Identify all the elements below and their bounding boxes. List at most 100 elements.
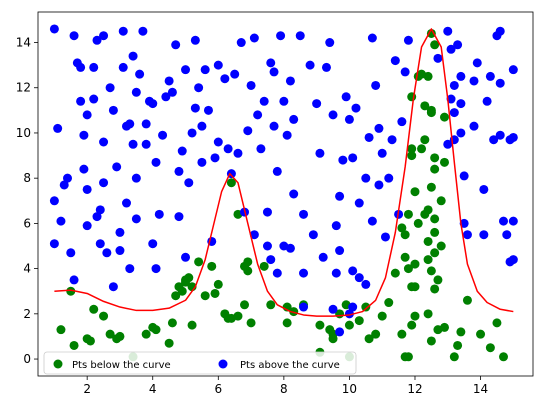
point-above-curve-115 [318, 252, 328, 262]
point-below-curve-113 [410, 282, 420, 292]
point-below-curve-33 [246, 318, 256, 328]
point-above-curve-164 [472, 58, 482, 68]
point-above-curve-9 [69, 31, 79, 41]
point-below-curve-56 [410, 187, 420, 197]
point-above-curve-182 [456, 128, 466, 138]
point-above-curve-138 [374, 180, 384, 190]
point-below-curve-91 [439, 157, 449, 167]
point-below-curve-57 [417, 144, 427, 154]
point-below-curve-52 [397, 223, 407, 233]
point-below-curve-4 [85, 336, 95, 346]
point-above-curve-178 [508, 132, 518, 142]
point-below-curve-1 [66, 286, 76, 296]
point-above-curve-151 [344, 309, 354, 319]
point-below-curve-98 [430, 284, 440, 294]
point-above-curve-129 [351, 103, 361, 113]
point-below-curve-60 [430, 153, 440, 163]
point-below-curve-97 [426, 266, 436, 276]
point-above-curve-105 [285, 76, 295, 86]
point-above-curve-45 [135, 69, 145, 79]
point-below-curve-45 [354, 316, 364, 326]
point-above-curve-56 [161, 92, 171, 102]
x-tick-label-4: 4 [149, 382, 157, 396]
point-above-curve-174 [499, 216, 508, 226]
point-above-curve-57 [164, 76, 174, 86]
point-below-curve-37 [289, 307, 299, 317]
point-above-curve-26 [99, 178, 109, 188]
point-above-curve-172 [495, 78, 505, 88]
point-above-curve-104 [285, 243, 295, 253]
point-above-curve-23 [95, 239, 105, 249]
point-above-curve-135 [367, 216, 377, 226]
point-above-curve-43 [131, 173, 141, 183]
point-below-curve-44 [344, 320, 354, 330]
point-below-curve-21 [194, 257, 204, 267]
point-below-curve-36 [282, 318, 292, 328]
point-above-curve-24 [99, 31, 109, 41]
point-below-curve-65 [456, 327, 466, 337]
point-above-curve-19 [89, 62, 99, 72]
point-below-curve-70 [499, 352, 508, 362]
point-above-curve-126 [348, 153, 358, 163]
point-above-curve-21 [92, 212, 102, 222]
x-tick-label-8: 8 [280, 382, 288, 396]
point-above-curve-29 [108, 105, 118, 115]
point-below-curve-87 [430, 248, 440, 258]
point-below-curve-67 [476, 329, 486, 339]
point-above-curve-58 [167, 87, 177, 97]
point-below-curve-88 [436, 196, 446, 206]
point-above-curve-32 [115, 227, 125, 237]
point-below-curve-92 [430, 227, 440, 237]
point-below-curve-13 [151, 325, 161, 335]
point-above-curve-95 [266, 255, 276, 265]
point-below-curve-85 [413, 71, 423, 81]
point-below-curve-114 [410, 311, 420, 321]
point-above-curve-12 [76, 96, 86, 106]
point-above-curve-94 [266, 58, 276, 68]
point-below-curve-66 [462, 295, 472, 305]
x-tick-label-10: 10 [342, 382, 357, 396]
point-below-curve-76 [430, 40, 440, 50]
point-above-curve-142 [387, 135, 397, 145]
point-below-curve-50 [384, 298, 394, 308]
point-above-curve-136 [371, 80, 381, 90]
point-above-curve-8 [69, 275, 79, 285]
point-below-curve-107 [181, 277, 191, 287]
point-below-curve-61 [430, 214, 440, 224]
point-above-curve-64 [181, 252, 191, 262]
point-below-curve-20 [187, 320, 197, 330]
point-above-curve-167 [482, 96, 492, 106]
point-below-curve-6 [99, 311, 109, 321]
point-above-curve-90 [256, 144, 266, 154]
point-above-curve-5 [59, 180, 69, 190]
point-above-curve-186 [456, 71, 466, 81]
point-above-curve-132 [361, 173, 371, 183]
point-above-curve-31 [112, 162, 122, 172]
point-above-curve-162 [469, 76, 479, 86]
threshold-curve [54, 28, 514, 317]
point-above-curve-134 [367, 33, 377, 43]
point-below-curve-112 [426, 182, 436, 192]
point-above-curve-1 [53, 123, 63, 133]
point-above-curve-69 [194, 83, 204, 93]
point-above-curve-171 [495, 26, 505, 36]
point-above-curve-143 [390, 56, 400, 66]
point-above-curve-96 [269, 67, 279, 77]
point-above-curve-53 [151, 264, 161, 274]
point-above-curve-41 [128, 139, 138, 149]
point-above-curve-61 [174, 212, 184, 222]
point-below-curve-32 [243, 257, 253, 267]
point-above-curve-16 [82, 221, 92, 231]
point-below-curve-39 [315, 320, 325, 330]
point-above-curve-20 [92, 35, 102, 45]
point-above-curve-152 [299, 302, 309, 312]
point-above-curve-119 [331, 221, 341, 231]
point-above-curve-118 [328, 110, 338, 120]
point-below-curve-79 [433, 275, 443, 285]
point-above-curve-144 [397, 117, 407, 127]
point-below-curve-58 [420, 101, 430, 111]
point-above-curve-88 [249, 230, 259, 240]
point-below-curve-108 [403, 209, 413, 219]
x-tick-label-2: 2 [83, 382, 91, 396]
